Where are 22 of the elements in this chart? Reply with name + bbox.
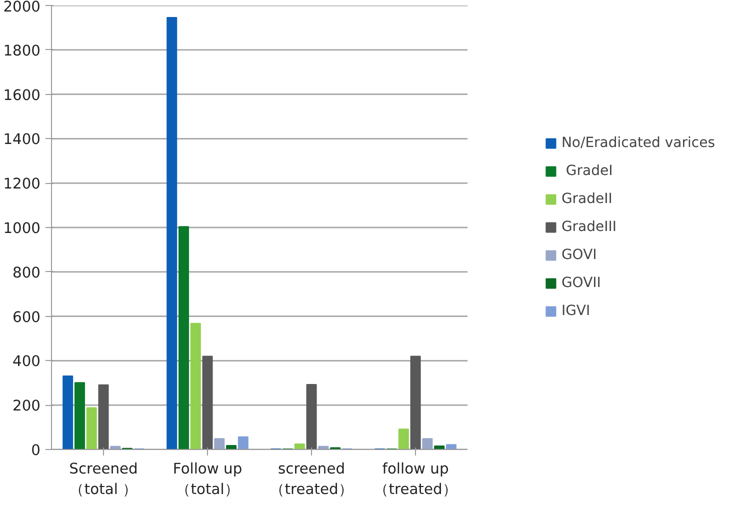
legend-label: GradeI [564, 163, 613, 179]
x-tick-label: follow up （treated） [374, 460, 458, 498]
legend-label: GOVII [561, 275, 601, 291]
y-tick-label: 1600 [3, 86, 41, 104]
y-tick-label: 400 [12, 353, 41, 370]
y-tick-label: 800 [12, 264, 41, 282]
legend-label: GOVI [561, 247, 597, 263]
y-tick-label: 200 [12, 398, 41, 415]
legend-label: GradeII [561, 191, 612, 207]
y-tick-label: 1000 [3, 220, 41, 237]
y-tick-label: 0 [31, 442, 41, 459]
y-tick-label: 1800 [3, 42, 41, 60]
x-tick-label: Screened （total ） [69, 460, 138, 498]
legend-label: No/Eradicated varices [561, 135, 715, 151]
legend-label: GradeIII [561, 219, 617, 235]
y-tick-label: 2000 [3, 0, 41, 16]
y-tick-label: 600 [12, 308, 41, 326]
x-tick-label: screened （treated） [270, 460, 354, 498]
legend-label: IGVI [561, 303, 590, 319]
y-tick-label: 1200 [3, 176, 41, 193]
y-tick-label: 1400 [3, 131, 41, 148]
x-tick-label: Follow up （total） [172, 460, 242, 498]
